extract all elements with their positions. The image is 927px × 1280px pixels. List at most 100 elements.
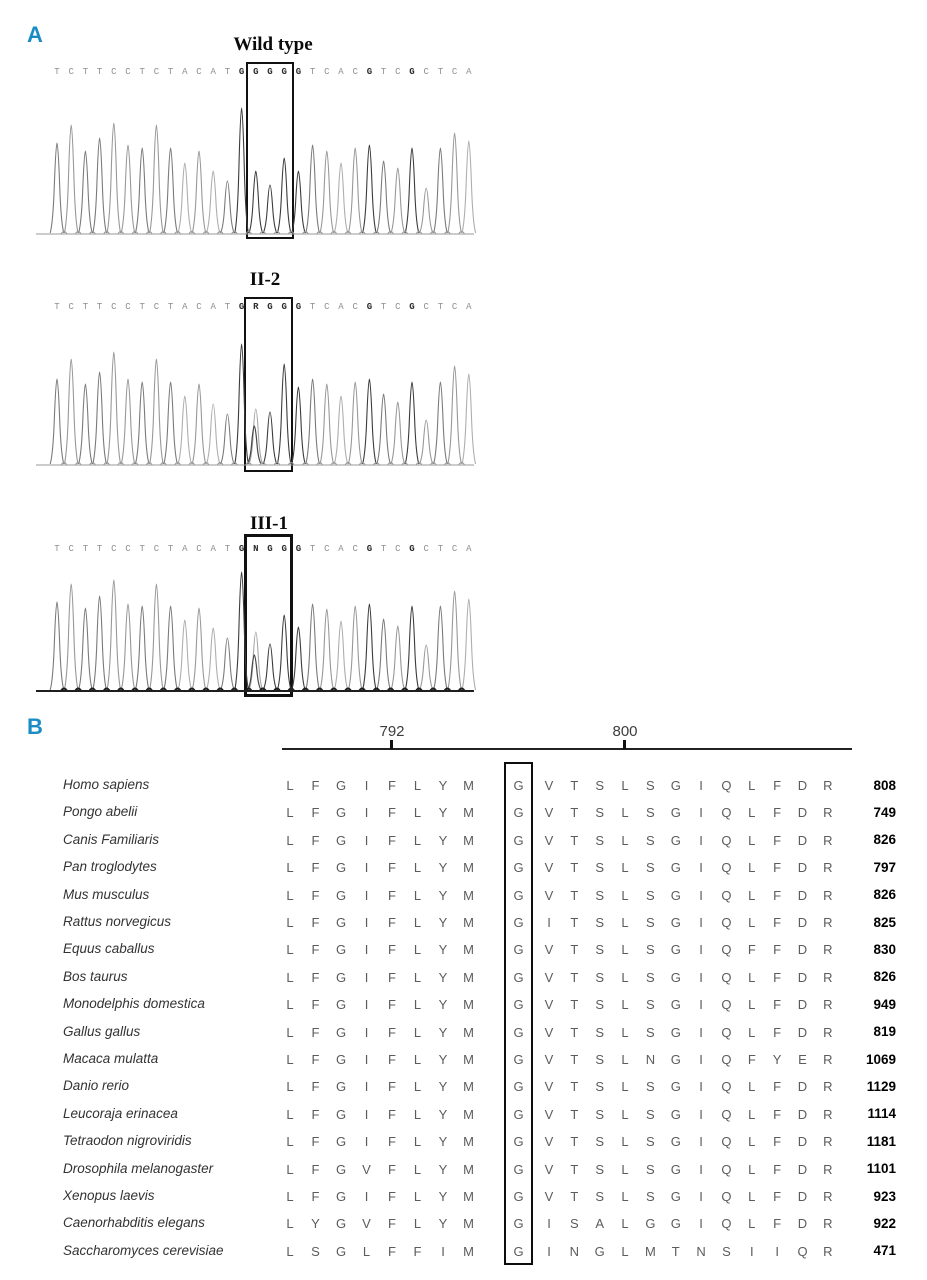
mutation-box-iii-1 (244, 534, 293, 697)
base-letter: C (111, 302, 117, 312)
base-letter: T (54, 302, 60, 312)
residue-letter: D (797, 1079, 808, 1095)
residue-letter: D (797, 887, 808, 903)
residue-letter: S (646, 1106, 655, 1122)
base-letter: A (182, 302, 188, 312)
residue-letter: I (364, 915, 369, 930)
residue-letter: T (570, 778, 579, 793)
residue-letter: F (773, 832, 782, 848)
residue-letter: L (621, 1079, 629, 1095)
residue-letter: L (286, 1161, 294, 1177)
base-letter: C (423, 302, 429, 312)
residue-letter: L (286, 1243, 294, 1259)
trace-peak (319, 150, 335, 234)
base-letter: C (68, 544, 74, 554)
residue-letter: F (311, 1079, 320, 1095)
residue-letter: V (544, 778, 554, 793)
trace-peak (49, 142, 65, 234)
residue-letter: F (388, 832, 396, 848)
residue-letter: L (413, 942, 422, 958)
mutation-box-wild-type (246, 62, 294, 239)
base-letter: C (352, 67, 358, 77)
residue-letter: T (570, 832, 579, 848)
base-letter: T (82, 302, 89, 312)
residue-letter: G (335, 832, 347, 848)
terminal-position-number: 797 (873, 859, 896, 875)
residue-letter: G (513, 1024, 524, 1040)
base-letter: T (82, 67, 89, 77)
residue-letter: R (823, 942, 833, 958)
terminal-position-number: 949 (873, 996, 896, 1012)
residue-letter: S (570, 1216, 579, 1232)
residue-letter: L (621, 860, 629, 876)
trace-peak (248, 408, 264, 465)
residue-letter: M (463, 1243, 474, 1259)
trace-peak (333, 395, 349, 465)
residue-letter: Y (438, 1216, 448, 1232)
base-letter: C (324, 67, 330, 77)
residue-letter: G (513, 832, 524, 848)
residue-letter: S (595, 887, 605, 903)
residue-letter: M (644, 1243, 656, 1259)
trace-peak (92, 371, 107, 465)
residue-letter: Y (438, 860, 448, 876)
base-letter: C (153, 67, 160, 77)
residue-letter: G (335, 1106, 347, 1122)
species-name: Drosophila melanogaster (63, 1160, 214, 1176)
residue-letter: S (595, 1079, 605, 1095)
chromatogram-trace (36, 571, 477, 692)
residue-letter: G (645, 1216, 656, 1232)
terminal-position-number: 1181 (866, 1133, 896, 1149)
trace-peak (134, 147, 150, 234)
residue-letter: G (513, 915, 524, 930)
residue-letter: L (621, 1161, 629, 1177)
residue-letter: Y (438, 1024, 448, 1040)
residue-letter: L (621, 805, 629, 821)
terminal-position-number: 1114 (867, 1106, 896, 1122)
residue-letter: N (645, 1052, 656, 1067)
alignment-ruler-line (282, 748, 852, 750)
residue-letter: S (646, 1024, 655, 1040)
species-name: Macaca mulatta (63, 1051, 159, 1066)
base-letter: T (380, 302, 387, 312)
residue-letter: M (463, 1106, 474, 1122)
residue-letter: Q (797, 1243, 808, 1259)
residue-letter: D (797, 1106, 808, 1122)
residue-letter: T (570, 1024, 579, 1040)
residue-letter: F (311, 832, 320, 848)
residue-letter: I (699, 1024, 703, 1040)
trace-peak (291, 626, 306, 691)
residue-letter: I (547, 1216, 551, 1232)
base-letter: G (281, 302, 287, 312)
residue-letter: Y (772, 1052, 782, 1067)
residue-letter: Q (721, 860, 732, 876)
residue-letter: I (699, 1134, 703, 1150)
terminal-position-number: 826 (873, 887, 896, 903)
residue-letter: G (670, 1052, 681, 1067)
trace-peak (347, 147, 363, 234)
residue-letter: G (335, 1189, 347, 1204)
trace-peak (262, 411, 278, 465)
trace-peak (461, 373, 477, 465)
species-name: Bos taurus (63, 968, 128, 984)
terminal-position-number: 923 (873, 1188, 896, 1204)
residue-letter: M (463, 915, 474, 930)
residue-letter: G (670, 1024, 681, 1040)
trace-peak (191, 383, 207, 465)
residue-letter: I (364, 1106, 369, 1122)
residue-letter: V (362, 1161, 371, 1177)
base-letter: T (167, 544, 174, 554)
residue-letter: V (544, 1106, 554, 1122)
residue-letter: L (413, 887, 422, 903)
residue-letter: S (646, 1189, 655, 1204)
species-name: Xenopus laevis (63, 1188, 155, 1203)
terminal-position-number: 922 (873, 1215, 896, 1231)
residue-letter: I (699, 1216, 703, 1232)
residue-letter: V (544, 1079, 554, 1095)
base-letter: G (295, 544, 302, 554)
residue-letter: M (463, 860, 474, 876)
residue-letter: V (544, 805, 554, 821)
residue-letter: G (513, 1243, 524, 1259)
residue-letter: F (747, 1052, 756, 1067)
residue-letter: L (286, 1079, 294, 1095)
